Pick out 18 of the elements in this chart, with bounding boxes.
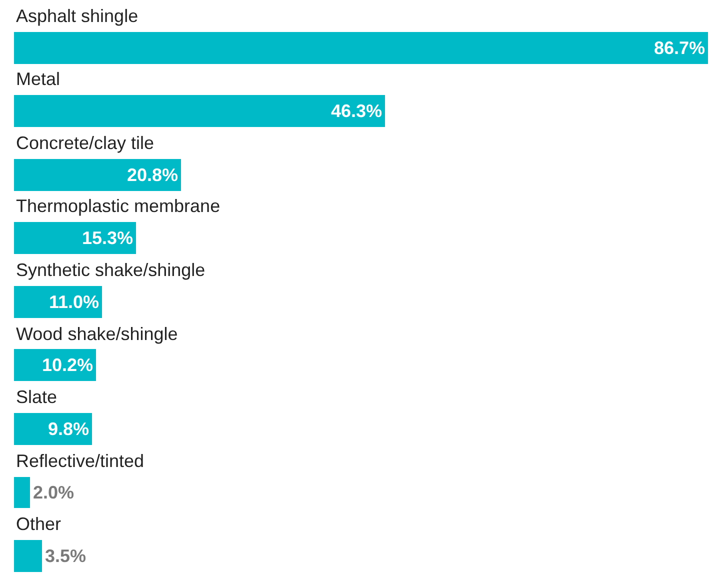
y-tick-label: Concrete/clay tile xyxy=(16,133,154,153)
y-tick-label: Asphalt shingle xyxy=(16,6,138,26)
y-tick-label: Metal xyxy=(16,69,60,89)
data-label: 9.8% xyxy=(48,419,89,439)
data-label: 2.0% xyxy=(33,482,74,502)
data-label: 11.0% xyxy=(48,292,99,312)
data-label: 20.8% xyxy=(126,165,178,185)
data-label: 46.3% xyxy=(330,101,382,121)
y-tick-label: Wood shake/shingle xyxy=(16,324,178,344)
y-tick-label: Slate xyxy=(16,387,58,407)
data-label: 10.2% xyxy=(42,355,93,375)
data-label: 15.3% xyxy=(82,228,133,248)
y-tick-label: Other xyxy=(16,514,62,534)
y-tick-label: Synthetic shake/shingle xyxy=(16,260,206,280)
y-tick-label: Reflective/tinted xyxy=(16,451,144,471)
data-label: 86.7% xyxy=(654,38,705,58)
data-label: 3.5% xyxy=(45,546,86,566)
y-tick-label: Thermoplastic membrane xyxy=(16,196,220,216)
